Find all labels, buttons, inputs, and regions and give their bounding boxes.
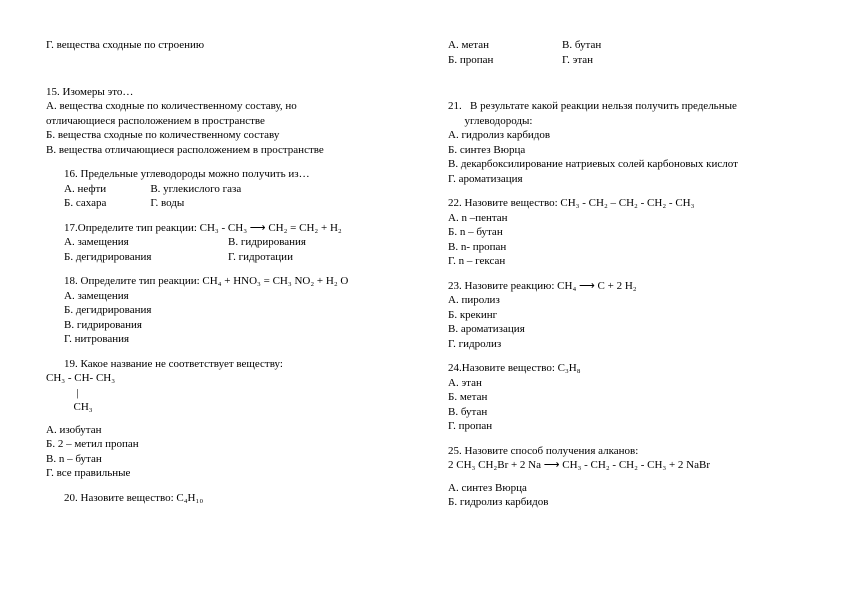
q22: 22. Назовите вещество: CH₃ - CH₂ – CH₂ -…: [448, 196, 796, 269]
q17-title: 17.Определите тип реакции: CH₃ - CH₃ ⟶ C…: [64, 221, 394, 236]
q16-title: 16. Предельные углеводороды можно получи…: [64, 167, 394, 182]
q21-g: Г. ароматизация: [448, 172, 796, 187]
q24: 24.Назовите вещество: C₃H₈ А. этан Б. ме…: [448, 361, 796, 434]
q23: 23. Назовите реакцию: CH₄ ⟶ C + 2 H₂ А. …: [448, 279, 796, 352]
q20-title: 20. Назовите вещество: C₄H₁₀: [64, 491, 394, 506]
q15-a: А. вещества сходные по количественному с…: [46, 99, 394, 114]
top-line: Г. вещества сходные по строению: [46, 38, 394, 53]
q19-v: В. n – бутан: [46, 452, 394, 467]
q20-a: А. метан: [448, 38, 518, 53]
q19-g: Г. все правильные: [46, 466, 394, 481]
q19-b: Б. 2 – метил пропан: [46, 437, 394, 452]
q23-g: Г. гидролиз: [448, 337, 796, 352]
q22-title: 22. Назовите вещество: CH₃ - CH₂ – CH₂ -…: [448, 196, 796, 211]
q15-v: В. вещества отличающиеся расположением в…: [46, 143, 394, 158]
q21-b: Б. синтез Вюрца: [448, 143, 796, 158]
q16-v: В. углекислого газа: [150, 182, 241, 197]
q23-v: В. ароматизация: [448, 322, 796, 337]
q21-title: 21. В результате какой реакции нельзя по…: [448, 99, 796, 114]
q21: 21. В результате какой реакции нельзя по…: [448, 99, 796, 186]
q20-answers: А. метан Б. пропан В. бутан Г. этан: [448, 38, 796, 67]
q25-b: Б. гидролиз карбидов: [448, 495, 796, 510]
q23-title: 23. Назовите реакцию: CH₄ ⟶ C + 2 H₂: [448, 279, 796, 294]
right-column: А. метан Б. пропан В. бутан Г. этан 21. …: [448, 38, 796, 520]
q21-title2: углеводороды:: [448, 114, 796, 129]
q18-title: 18. Определите тип реакции: CH₄ + HNO₃ =…: [64, 274, 394, 289]
q16: 16. Предельные углеводороды можно получи…: [46, 167, 394, 211]
q24-g: Г. пропан: [448, 419, 796, 434]
q19-f2: |: [46, 386, 394, 401]
q20-b: Б. пропан: [448, 53, 518, 68]
q15-b: Б. вещества сходные по количественному с…: [46, 128, 394, 143]
q15-title: 15. Изомеры это…: [46, 85, 394, 100]
q18-b: Б. дегидрирования: [64, 303, 394, 318]
q17-a: А. замещения: [64, 235, 184, 250]
q17: 17.Определите тип реакции: CH₃ - CH₃ ⟶ C…: [46, 221, 394, 265]
left-column: Г. вещества сходные по строению 15. Изом…: [46, 38, 394, 520]
q22-b: Б. n – бутан: [448, 225, 796, 240]
q24-v: В. бутан: [448, 405, 796, 420]
q20-v: В. бутан: [562, 38, 601, 53]
q22-v: В. n- пропан: [448, 240, 796, 255]
q22-g: Г. n – гексан: [448, 254, 796, 269]
q17-g: Г. гидротации: [228, 250, 306, 265]
q24-a: А. этан: [448, 376, 796, 391]
q21-a: А. гидролиз карбидов: [448, 128, 796, 143]
q19: 19. Какое название не соответствует веще…: [46, 357, 394, 481]
q20: 20. Назовите вещество: C₄H₁₀: [46, 491, 394, 506]
q25-a: А. синтез Вюрца: [448, 481, 796, 496]
q19-a: А. изобутан: [46, 423, 394, 438]
q17-v: В. гидрирования: [228, 235, 306, 250]
q17-b: Б. дегидрирования: [64, 250, 184, 265]
q16-b: Б. сахара: [64, 196, 106, 211]
page: Г. вещества сходные по строению 15. Изом…: [0, 0, 842, 540]
q23-a: А. пиролиз: [448, 293, 796, 308]
q25-title: 25. Назовите способ получения алканов:: [448, 444, 796, 459]
q22-a: А. n –пентан: [448, 211, 796, 226]
q18-g: Г. нитрования: [64, 332, 394, 347]
q19-title: 19. Какое название не соответствует веще…: [64, 357, 394, 372]
q19-f1: CH₃ - CH- CH₃: [46, 371, 394, 386]
q18-a: А. замещения: [64, 289, 394, 304]
q16-g: Г. воды: [150, 196, 241, 211]
q24-b: Б. метан: [448, 390, 796, 405]
q15: 15. Изомеры это… А. вещества сходные по …: [46, 85, 394, 158]
q20-g: Г. этан: [562, 53, 601, 68]
q23-b: Б. крекинг: [448, 308, 796, 323]
q18: 18. Определите тип реакции: CH₄ + HNO₃ =…: [46, 274, 394, 347]
q16-a: А. нефти: [64, 182, 106, 197]
q15-a2: отличающиеся расположением в пространств…: [46, 114, 394, 129]
q25: 25. Назовите способ получения алканов: 2…: [448, 444, 796, 510]
q25-formula: 2 CH₃ CH₂Br + 2 Na ⟶ CH₃ - CH₂ - CH₂ - C…: [448, 458, 796, 473]
q19-f3: CH₃: [46, 400, 394, 415]
q21-v: В. декарбоксилирование натриевых солей к…: [448, 157, 796, 172]
q18-v: В. гидрирования: [64, 318, 394, 333]
q24-title: 24.Назовите вещество: C₃H₈: [448, 361, 796, 376]
